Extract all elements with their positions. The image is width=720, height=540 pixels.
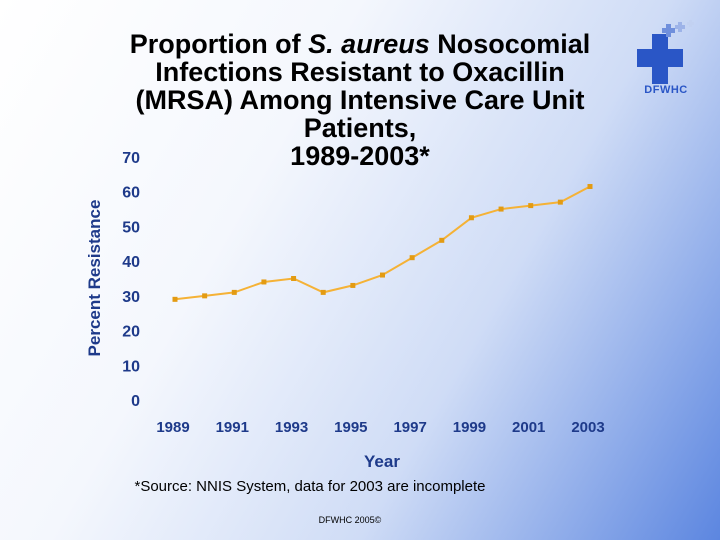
title-line-2: Infections Resistant to Oxacillin (155, 57, 565, 87)
data-point-2001 (528, 203, 534, 209)
x-tick-label: 1999 (453, 419, 486, 436)
data-point-1999 (468, 215, 474, 221)
data-point-1992 (261, 279, 267, 285)
x-tick-label: 1995 (334, 419, 367, 436)
y-axis-label: Percent Resistance (85, 200, 104, 357)
dfwhc-cross-logo-icon (637, 20, 694, 84)
data-point-2002 (557, 199, 563, 205)
species-name: S. aureus (308, 29, 430, 59)
y-tick-label: 0 (131, 393, 140, 410)
y-tick-label: 60 (122, 185, 140, 202)
y-tick-label: 50 (122, 219, 140, 236)
logo-text: DFWHC (644, 84, 688, 96)
data-point-2000 (498, 206, 504, 212)
source-note: *Source: NNIS System, data for 2003 are … (134, 478, 486, 495)
data-point-1994 (320, 289, 326, 295)
x-tick-label: 2003 (571, 419, 604, 436)
x-tick-label: 1991 (216, 419, 249, 436)
data-point-1993 (291, 276, 297, 281)
x-tick-label: 1997 (393, 419, 426, 436)
title-line-1: Proportion of S. aureus Nosocomial (129, 29, 591, 59)
data-point-2003 (587, 184, 593, 190)
mrsa-series-line (174, 185, 591, 301)
y-tick-label: 20 (122, 324, 140, 341)
title-line-3: (MRSA) Among Intensive Care Unit (135, 85, 585, 115)
data-point-1998 (439, 237, 445, 243)
y-tick-label: 10 (122, 358, 140, 375)
y-tick-label: 30 (122, 289, 140, 306)
data-point-1995 (350, 282, 356, 288)
footer-copyright: DFWHC 2005© (318, 515, 382, 525)
title-line-5: 1989-2003* (290, 141, 430, 171)
data-point-1997 (409, 255, 415, 261)
x-tick-label: 1993 (275, 419, 308, 436)
chart-title: Proportion of S. aureus Nosocomial Infec… (80, 30, 640, 170)
data-point-1989 (172, 296, 178, 302)
title-line-4: Patients, (303, 113, 417, 143)
x-tick-label: 2001 (512, 419, 545, 436)
x-tick-label: 1989 (156, 419, 189, 436)
data-point-1990 (202, 293, 208, 299)
data-point-1996 (380, 272, 385, 278)
data-point-1991 (231, 289, 237, 295)
y-tick-label: 40 (122, 254, 140, 271)
x-axis-label: Year (364, 452, 400, 471)
y-tick-label: 70 (122, 150, 140, 167)
